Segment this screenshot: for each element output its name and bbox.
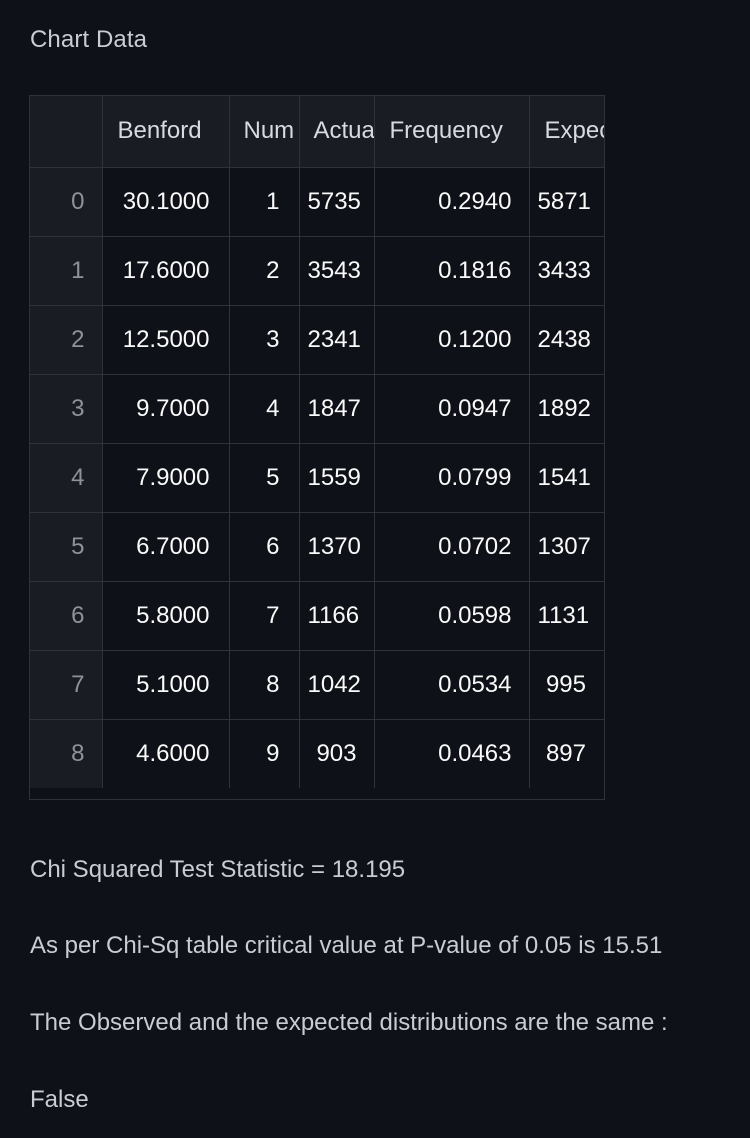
- cell-num[interactable]: 8: [229, 650, 300, 720]
- cell-benford[interactable]: 4.6000: [102, 719, 230, 788]
- cell-expected[interactable]: 897: [529, 719, 604, 788]
- cell-index[interactable]: 4: [30, 443, 103, 513]
- cell-expected[interactable]: 995: [529, 650, 604, 720]
- cell-index[interactable]: 1: [30, 236, 103, 306]
- cell-num[interactable]: 9: [229, 719, 300, 788]
- cell-benford[interactable]: 6.7000: [102, 512, 230, 582]
- cell-num[interactable]: 6: [229, 512, 300, 582]
- cell-num[interactable]: 3: [229, 305, 300, 375]
- cell-index[interactable]: 8: [30, 719, 103, 788]
- cell-frequency[interactable]: 0.2940: [374, 167, 530, 237]
- header-actual[interactable]: Actual: [299, 96, 375, 168]
- cell-benford[interactable]: 7.9000: [102, 443, 230, 513]
- cell-expected[interactable]: 1307: [529, 512, 604, 582]
- table-row: 1 17.6000 2 3543 0.1816 3433: [30, 236, 604, 306]
- header-frequency[interactable]: Frequency: [374, 96, 530, 168]
- header-num[interactable]: Num: [229, 96, 300, 168]
- cell-index[interactable]: 5: [30, 512, 103, 582]
- cell-num[interactable]: 1: [229, 167, 300, 237]
- cell-frequency[interactable]: 0.0702: [374, 512, 530, 582]
- table-row: 7 5.1000 8 1042 0.0534 995: [30, 650, 604, 720]
- cell-actual[interactable]: 903: [299, 719, 375, 788]
- cell-expected[interactable]: 1131: [529, 581, 604, 651]
- cell-expected[interactable]: 1541: [529, 443, 604, 513]
- table-row: 3 9.7000 4 1847 0.0947 1892: [30, 374, 604, 444]
- cell-expected[interactable]: 1892: [529, 374, 604, 444]
- table-row: 5 6.7000 6 1370 0.0702 1307: [30, 512, 604, 582]
- cell-num[interactable]: 5: [229, 443, 300, 513]
- header-expected[interactable]: Expected: [529, 96, 604, 168]
- cell-actual[interactable]: 5735: [299, 167, 375, 237]
- cell-expected[interactable]: 2438: [529, 305, 604, 375]
- cell-frequency[interactable]: 0.0947: [374, 374, 530, 444]
- cell-frequency[interactable]: 0.0799: [374, 443, 530, 513]
- cell-benford[interactable]: 12.5000: [102, 305, 230, 375]
- table-row: 2 12.5000 3 2341 0.1200 2438: [30, 305, 604, 375]
- cell-frequency[interactable]: 0.0463: [374, 719, 530, 788]
- table-row: 8 4.6000 9 903 0.0463 897: [30, 719, 604, 788]
- cell-num[interactable]: 4: [229, 374, 300, 444]
- cell-index[interactable]: 3: [30, 374, 103, 444]
- cell-actual[interactable]: 1370: [299, 512, 375, 582]
- table-row: 6 5.8000 7 1166 0.0598 1131: [30, 581, 604, 651]
- cell-benford[interactable]: 30.1000: [102, 167, 230, 237]
- distribution-comparison-label: The Observed and the expected distributi…: [30, 1009, 668, 1036]
- cell-benford[interactable]: 9.7000: [102, 374, 230, 444]
- cell-benford[interactable]: 17.6000: [102, 236, 230, 306]
- cell-num[interactable]: 2: [229, 236, 300, 306]
- table-row: 0 30.1000 1 5735 0.2940 5871: [30, 167, 604, 237]
- distribution-comparison-value: False: [30, 1086, 89, 1113]
- cell-benford[interactable]: 5.8000: [102, 581, 230, 651]
- cell-expected[interactable]: 3433: [529, 236, 604, 306]
- cell-expected[interactable]: 5871: [529, 167, 604, 237]
- cell-actual[interactable]: 2341: [299, 305, 375, 375]
- chart-data-label: Chart Data: [30, 26, 148, 53]
- header-benford[interactable]: Benford: [102, 96, 230, 168]
- cell-index[interactable]: 0: [30, 167, 103, 237]
- cell-frequency[interactable]: 0.0598: [374, 581, 530, 651]
- cell-actual[interactable]: 1166: [299, 581, 375, 651]
- chi-squared-statistic: Chi Squared Test Statistic = 18.195: [30, 856, 406, 883]
- cell-frequency[interactable]: 0.1200: [374, 305, 530, 375]
- dataframe-table[interactable]: Benford Num Actual Frequency Expected 03…: [29, 95, 605, 800]
- cell-frequency[interactable]: 0.1816: [374, 236, 530, 306]
- critical-value-text: As per Chi-Sq table critical value at P-…: [30, 932, 663, 959]
- table-row: 4 7.9000 5 1559 0.0799 1541: [30, 443, 604, 513]
- header-index[interactable]: [30, 96, 103, 168]
- cell-index[interactable]: 2: [30, 305, 103, 375]
- cell-num[interactable]: 7: [229, 581, 300, 651]
- table-header-row: Benford Num Actual Frequency Expected: [30, 96, 604, 168]
- cell-actual[interactable]: 1559: [299, 443, 375, 513]
- cell-actual[interactable]: 1042: [299, 650, 375, 720]
- cell-frequency[interactable]: 0.0534: [374, 650, 530, 720]
- cell-benford[interactable]: 5.1000: [102, 650, 230, 720]
- cell-index[interactable]: 7: [30, 650, 103, 720]
- cell-actual[interactable]: 3543: [299, 236, 375, 306]
- cell-actual[interactable]: 1847: [299, 374, 375, 444]
- cell-index[interactable]: 6: [30, 581, 103, 651]
